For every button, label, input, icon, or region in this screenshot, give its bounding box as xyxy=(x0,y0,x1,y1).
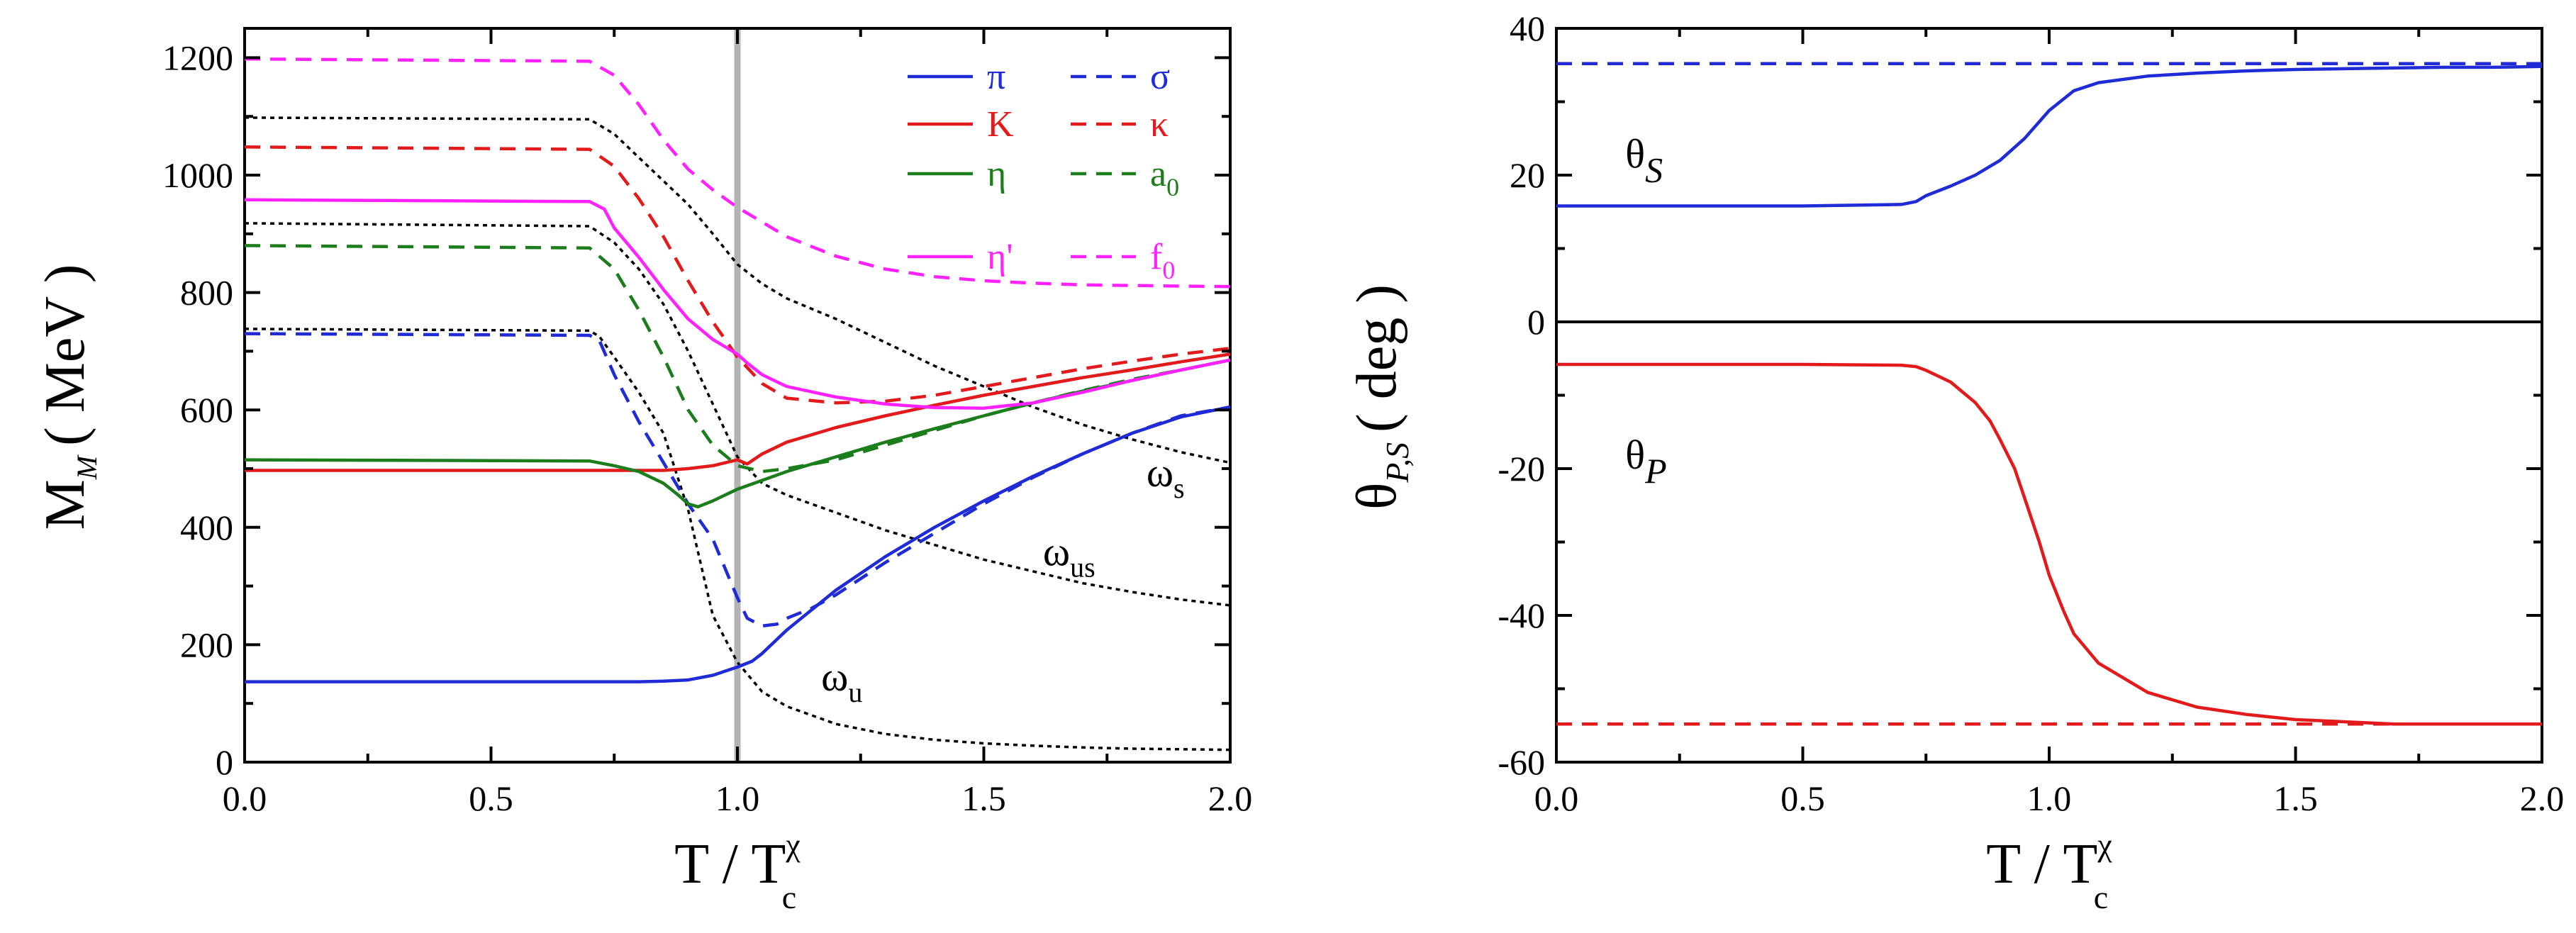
annotation-subscript: us xyxy=(1070,552,1095,583)
y-tick-label: 200 xyxy=(180,625,233,664)
legend-label-K: K xyxy=(987,104,1014,145)
mass-legend: π σ K κ η a0 η' f0 xyxy=(908,57,1179,284)
x-tick-label: 0.0 xyxy=(223,778,267,818)
x-tick-label: 1.5 xyxy=(961,778,1006,818)
x-tick-label: 2.0 xyxy=(1208,778,1253,818)
mass-y-axis-label: MM( MeV ) xyxy=(34,264,103,530)
series-line-theta_S xyxy=(1556,65,2543,208)
mass-chart-ticks: 0.0 0.5 1.0 1.5 2.0 0 200 400 600 800 1000 1200 xyxy=(162,28,1252,818)
annotation-subscript: P xyxy=(1644,451,1667,491)
y-tick-label: 0 xyxy=(1527,302,1545,342)
legend-label-f0: f0 xyxy=(1150,237,1175,284)
legend-label-pi: π xyxy=(987,57,1005,97)
x-tick-label: 0.0 xyxy=(1534,778,1579,818)
mass-curves xyxy=(244,57,1231,752)
angle-curves xyxy=(1556,62,2543,726)
legend-label-a0: a0 xyxy=(1150,154,1179,201)
x-tick-label: 2.0 xyxy=(2520,778,2565,818)
y-tick-label: 400 xyxy=(180,508,233,547)
series-line-etap xyxy=(244,198,1231,410)
x-tick-label: 1.5 xyxy=(2273,778,2318,818)
annotation-omega-u: ωu xyxy=(821,654,862,708)
legend-label-subscript: 0 xyxy=(1162,256,1175,284)
y-tick-label: 40 xyxy=(1510,9,1545,48)
y-tick-label: 1000 xyxy=(162,155,233,195)
y-tick-label: 600 xyxy=(180,390,233,430)
y-tick-label: 0 xyxy=(216,742,233,782)
angle-chart-frame xyxy=(1555,27,2543,764)
y-tick-label: -40 xyxy=(1498,596,1545,635)
series-line-omega_u xyxy=(244,328,1231,752)
series-line-sigma xyxy=(244,332,1231,628)
legend-label-subscript: 0 xyxy=(1166,173,1179,201)
series-line-K xyxy=(245,352,1231,472)
x-tick-label: 1.0 xyxy=(715,778,760,818)
y-tick-label: 20 xyxy=(1510,155,1545,195)
x-tick-label: 0.5 xyxy=(469,778,513,818)
angle-y-axis-label: θP,S( deg ) xyxy=(1346,284,1415,510)
annotation-subscript: u xyxy=(848,676,862,708)
series-line-omega_s xyxy=(244,116,1231,464)
annotation-omega-s: ωs xyxy=(1147,449,1185,504)
angle-x-axis-label: T / Tχ c xyxy=(1986,827,2112,915)
mass-chart: 0.0 0.5 1.0 1.5 2.0 0 200 400 600 800 1000 1200 π σ K… xyxy=(34,27,1252,915)
x-tick-label: 1.0 xyxy=(2027,778,2072,818)
angle-chart-ticks: 0.0 0.5 1.0 1.5 2.0 -60 -40 -20 0 20 40 xyxy=(1498,9,2564,818)
legend-label-eta: η xyxy=(987,154,1006,194)
legend-label-sigma: σ xyxy=(1150,57,1170,97)
angle-annotations: θS θP xyxy=(1625,131,1666,491)
series-line-f0 xyxy=(244,57,1231,289)
series-line-theta_P xyxy=(1556,362,2542,726)
annotation-theta-P: θP xyxy=(1625,432,1666,491)
y-tick-label: 800 xyxy=(180,273,233,313)
series-line-kappa xyxy=(244,145,1231,405)
annotation-omega-us: ωus xyxy=(1043,529,1095,583)
annotation-subscript: S xyxy=(1645,150,1663,190)
series-line-pi xyxy=(245,405,1231,683)
x-tick-label: 0.5 xyxy=(1780,778,1825,818)
angle-chart: 0.0 0.5 1.0 1.5 2.0 -60 -40 -20 0 20 40 θS θP θP,S(… xyxy=(1346,9,2564,915)
series-line-omega_us xyxy=(244,222,1231,607)
legend-label-etap: η' xyxy=(987,237,1013,277)
legend-label-kappa: κ xyxy=(1150,104,1169,145)
annotation-theta-S: θS xyxy=(1625,131,1663,190)
y-tick-label: -20 xyxy=(1498,449,1545,488)
y-tick-label: -60 xyxy=(1498,742,1545,782)
annotation-subscript: s xyxy=(1173,472,1185,504)
y-tick-label: 1200 xyxy=(162,38,233,77)
mass-x-axis-label: T / Tχ c xyxy=(674,827,801,915)
